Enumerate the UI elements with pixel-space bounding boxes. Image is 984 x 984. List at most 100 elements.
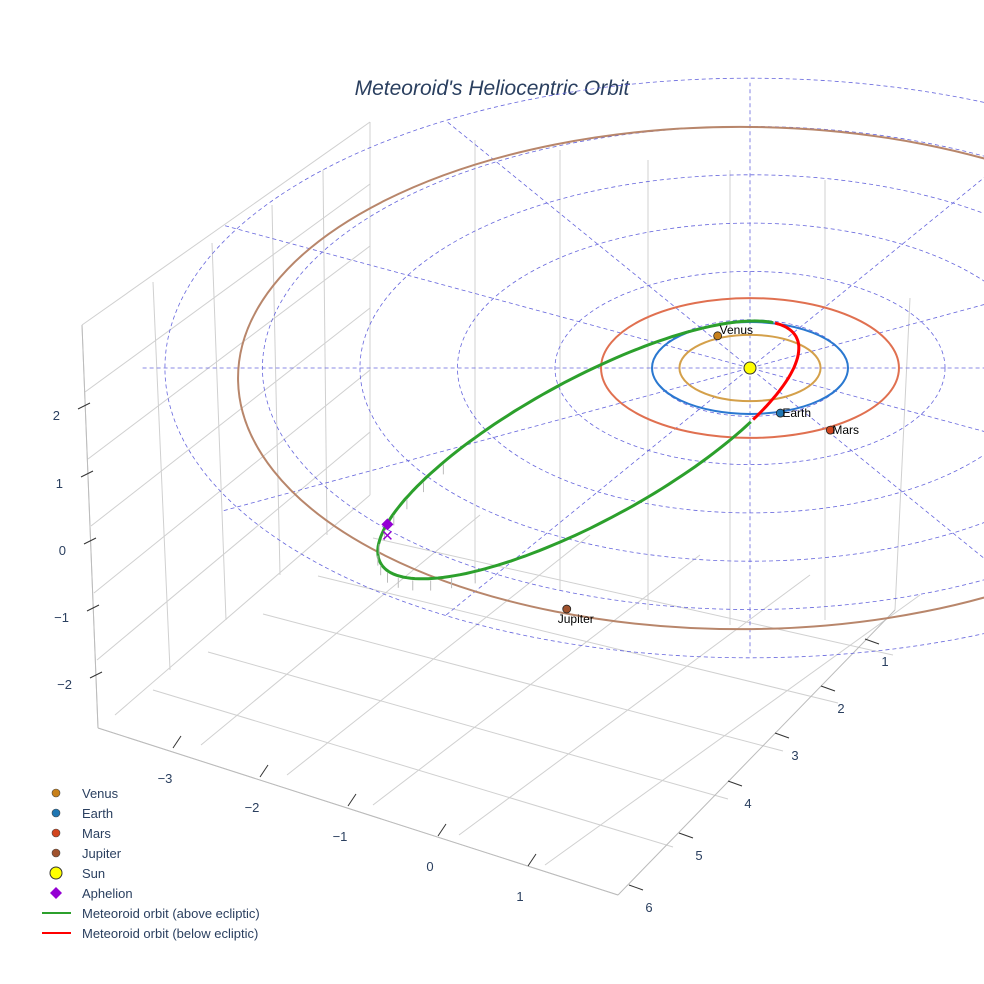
- marker-mars: [825, 425, 835, 435]
- z-tick-mark: [86, 604, 100, 612]
- grid-line: [458, 574, 811, 836]
- grid-line: [84, 183, 371, 393]
- legend-dot-icon: [51, 848, 61, 858]
- label-jupiter: Jupiter: [558, 612, 594, 626]
- z-tick-mark: [80, 470, 94, 478]
- y-tick-mark: [864, 638, 880, 645]
- grid-ring: [164, 77, 984, 659]
- grid-spoke: [445, 177, 984, 616]
- z-tick-label: 1: [56, 476, 63, 491]
- aphelion-projection-x: [382, 530, 392, 540]
- grid-line: [317, 575, 839, 704]
- grid-line: [544, 594, 921, 866]
- y-tick-mark: [820, 685, 836, 692]
- axis-line-y: [617, 609, 896, 896]
- legend-sun-icon: [49, 866, 63, 880]
- grid-line: [87, 245, 371, 460]
- z-tick-label: −1: [54, 610, 69, 625]
- grid-line: [372, 537, 894, 656]
- orbit-jupiter: [237, 125, 984, 631]
- grid-spoke: [445, 120, 984, 559]
- grid-spoke: [223, 225, 984, 432]
- grid-line: [894, 297, 911, 611]
- legend-item-meteoroid-orbit-above-ecliptic-[interactable]: Meteoroid orbit (above ecliptic): [42, 906, 260, 921]
- grid-line: [200, 514, 481, 746]
- legend-label: Aphelion: [82, 886, 133, 901]
- grid-ring: [554, 270, 946, 465]
- grid-line: [90, 307, 371, 527]
- sun-marker: [743, 361, 757, 375]
- grid-line: [271, 204, 281, 576]
- body-markers: Venus Earth Mars Jupiter: [381, 323, 859, 626]
- legend-item-meteoroid-orbit-below-ecliptic-[interactable]: Meteoroid orbit (below ecliptic): [42, 926, 258, 941]
- axis-box-grid: [81, 121, 921, 896]
- x-tick-mark: [527, 853, 537, 867]
- y-tick-label: 2: [837, 701, 844, 716]
- grid-ring: [262, 126, 984, 610]
- axis-ticks: 2 1 0 −1 −2 −3 −2 −1 0 1 1 2 3 4 5 6: [53, 402, 889, 915]
- y-tick-label: 1: [881, 654, 888, 669]
- x-tick-mark: [259, 764, 269, 778]
- planet-orbits: [237, 125, 984, 631]
- y-tick-label: 5: [695, 848, 702, 863]
- legend-item-sun[interactable]: Sun: [49, 866, 105, 881]
- x-tick-label: −2: [245, 800, 260, 815]
- legend-dot-icon: [51, 788, 61, 798]
- y-tick-label: 3: [791, 748, 798, 763]
- legend[interactable]: Venus Earth Mars Jupiter Sun Aphelion Meteoroi…: [42, 786, 260, 941]
- y-tick-label: 6: [645, 900, 652, 915]
- grid-line: [152, 281, 171, 671]
- grid-line: [322, 169, 328, 536]
- legend-diamond-icon: [50, 887, 62, 899]
- legend-dot-icon: [51, 828, 61, 838]
- x-tick-label: 1: [516, 889, 523, 904]
- label-mars: Mars: [832, 423, 859, 437]
- z-tick-label: 0: [59, 543, 66, 558]
- legend-label: Jupiter: [82, 846, 122, 861]
- legend-item-mars[interactable]: Mars: [51, 826, 111, 841]
- label-venus: Venus: [720, 323, 753, 337]
- grid-line: [114, 494, 371, 716]
- grid-line: [81, 121, 371, 326]
- ecliptic-polar-grid: [142, 77, 984, 659]
- legend-label: Venus: [82, 786, 119, 801]
- grid-line: [93, 369, 371, 594]
- aphelion-marker: [381, 518, 394, 531]
- legend-item-aphelion[interactable]: Aphelion: [50, 886, 133, 901]
- z-tick-label: −2: [57, 677, 72, 692]
- grid-line: [286, 534, 591, 776]
- legend-label: Mars: [82, 826, 111, 841]
- x-tick-label: 0: [426, 859, 433, 874]
- marker-jupiter: [562, 604, 572, 614]
- marker-earth: [775, 408, 785, 418]
- orbit-above-ecliptic: [376, 319, 774, 581]
- y-tick-mark: [678, 832, 694, 839]
- grid-line: [207, 651, 729, 800]
- x-tick-label: −1: [333, 829, 348, 844]
- grid-spoke: [223, 304, 984, 511]
- legend-label: Meteoroid orbit (above ecliptic): [82, 906, 260, 921]
- label-earth: Earth: [782, 406, 811, 420]
- grid-line: [262, 613, 784, 752]
- orbit-below-ecliptic: [752, 321, 801, 421]
- legend-item-jupiter[interactable]: Jupiter: [51, 846, 122, 861]
- legend-dot-icon: [51, 808, 61, 818]
- x-tick-mark: [347, 793, 357, 807]
- marker-venus: [713, 331, 723, 341]
- x-tick-label: −3: [158, 771, 173, 786]
- grid-line: [211, 242, 227, 621]
- y-tick-mark: [774, 732, 790, 739]
- axis-line-x: [97, 727, 619, 896]
- grid-line: [152, 689, 674, 848]
- z-tick-label: 2: [53, 408, 60, 423]
- legend-label: Sun: [82, 866, 105, 881]
- chart-title: Meteoroid's Heliocentric Orbit: [355, 77, 631, 100]
- x-tick-mark: [437, 823, 447, 837]
- y-tick-label: 4: [744, 796, 751, 811]
- legend-item-earth[interactable]: Earth: [51, 806, 113, 821]
- legend-item-venus[interactable]: Venus: [51, 786, 119, 801]
- y-tick-mark: [628, 884, 644, 891]
- orbit-venus: [678, 333, 822, 403]
- z-tick-mark: [77, 402, 91, 410]
